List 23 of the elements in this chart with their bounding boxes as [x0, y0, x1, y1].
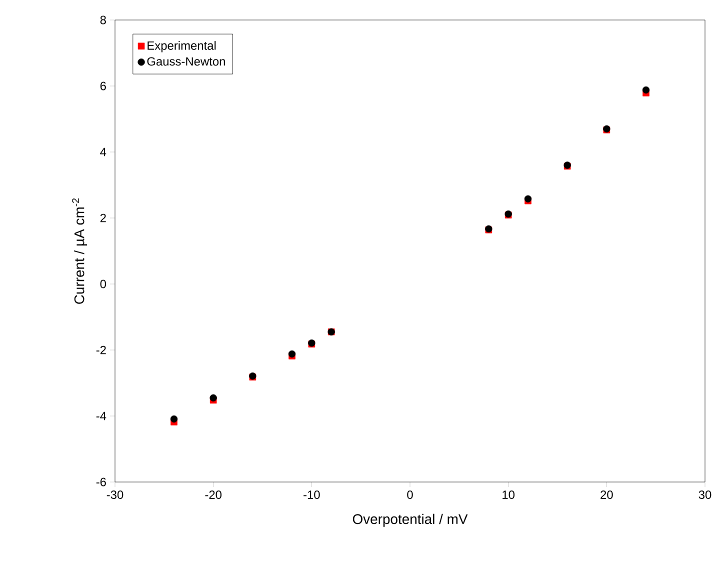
- y-axis-title: Current / µA cm$^{-2}$: [72, 198, 88, 304]
- x-tick-label: -10: [304, 490, 320, 499]
- point: [642, 86, 650, 94]
- x-tick-label: 30: [698, 490, 712, 499]
- x-tick-label: 0: [407, 490, 413, 499]
- y-tick-label: 8: [100, 16, 106, 24]
- point: [288, 350, 296, 358]
- x-tick-label: 10: [502, 490, 515, 499]
- y-tick-label: -2: [96, 346, 106, 354]
- x-axis-title: Overpotential / mV: [352, 514, 468, 527]
- y-tick-label: 0: [100, 280, 106, 288]
- y-tick-label: 6: [100, 82, 106, 90]
- x-tick-label: 20: [600, 490, 613, 499]
- x-tick-label: -20: [205, 490, 222, 499]
- y-tick-label: 2: [100, 214, 106, 222]
- point: [170, 415, 178, 423]
- legend-label: Experimental: [148, 41, 216, 52]
- y-tick-label: 4: [100, 148, 106, 156]
- y-tick-label: -6: [96, 478, 106, 486]
- legend-label: Gauss-Newton: [147, 57, 225, 66]
- x-tick-label: -30: [106, 490, 124, 499]
- y-tick-label: -4: [96, 412, 106, 420]
- point: [210, 394, 217, 402]
